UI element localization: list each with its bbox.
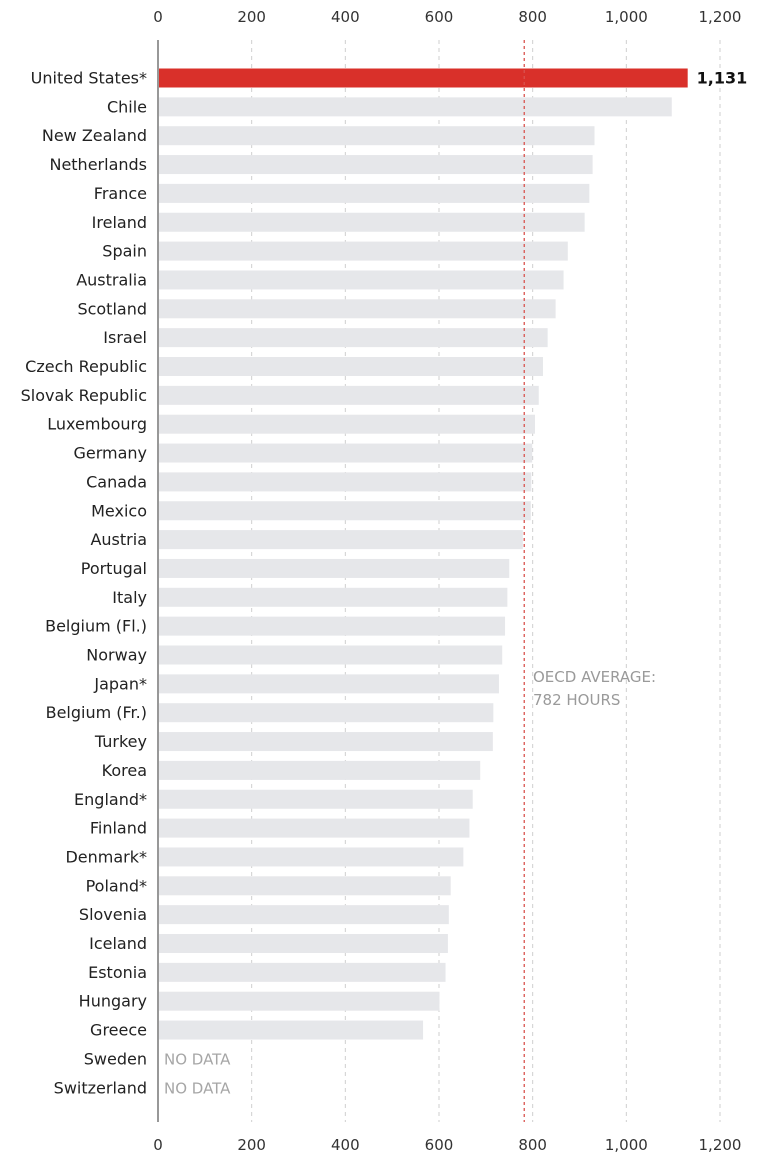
no-data-label: NO DATA [164,1050,231,1068]
bar [159,530,523,550]
oecd-average-label-line2: 782 HOURS [533,691,620,709]
category-label: Italy [112,588,147,607]
x-tick-label-bottom: 1,000 [605,1136,648,1154]
category-label: Israel [103,328,147,347]
bar [159,876,451,896]
no-data-label: NO DATA [164,1079,231,1097]
category-label: Norway [86,646,147,665]
bar [159,674,499,694]
bar [159,241,568,261]
category-label: Portugal [81,559,147,578]
bars: 1,131 NO DATA NO DATA [159,68,748,1097]
category-label: England* [74,790,147,809]
category-label: Luxembourg [47,415,147,434]
category-label: Switzerland [54,1078,147,1097]
x-tick-label-top: 600 [425,8,454,26]
bar [159,443,533,463]
category-label: Estonia [88,963,147,982]
category-label: Mexico [91,501,147,520]
category-label: Spain [102,242,147,261]
x-tick-label-top: 800 [518,8,547,26]
bar [159,155,593,175]
category-label: Iceland [89,934,147,953]
bar [159,616,506,636]
bar [159,962,446,982]
category-label: Chile [107,97,147,116]
bar [159,789,473,809]
bar [159,472,532,492]
category-label: Austria [90,530,147,549]
bar [159,328,548,348]
category-label: Korea [102,761,147,780]
bar [159,299,556,319]
bar [159,357,543,376]
x-tick-label-bottom: 800 [518,1136,547,1154]
category-label: Slovak Republic [21,386,147,405]
category-label: Czech Republic [25,357,147,376]
oecd-average-label-line1: OECD AVERAGE: [533,668,656,686]
category-label: Germany [73,444,147,463]
category-label: New Zealand [42,126,147,145]
category-label: Denmark* [65,847,147,866]
bar [159,905,449,925]
x-tick-label-top: 1,200 [699,8,742,26]
x-tick-label-top: 1,000 [605,8,648,26]
bar [159,760,481,780]
bar [159,501,531,521]
bar [159,847,464,867]
bar [159,818,470,838]
bar [159,587,508,607]
x-tick-label-top: 400 [331,8,360,26]
bar [159,270,564,290]
category-label: Belgium (Fr.) [46,703,147,722]
category-label: Turkey [94,732,147,751]
bar [159,934,448,953]
bar [159,97,672,117]
bar [159,183,590,203]
category-label: Poland* [86,876,147,895]
category-label: Slovenia [79,905,147,924]
bar [159,732,493,752]
category-label: Hungary [79,992,147,1011]
bar [159,126,595,146]
category-label: Japan* [93,674,147,693]
bar [159,212,585,232]
category-label: Scotland [77,299,147,318]
x-tick-label-top: 200 [237,8,266,26]
category-label: United States* [31,69,147,88]
category-label: Canada [86,472,147,491]
bar [159,414,536,434]
top-axis-ticks: 0 200 400 600 800 1,000 1,200 [153,8,741,26]
bar [159,645,503,665]
category-label: Ireland [92,213,147,232]
category-label: Finland [90,819,147,838]
bar-highlight [159,68,688,88]
category-label: Netherlands [49,155,147,174]
x-tick-label-bottom: 200 [237,1136,266,1154]
bar [159,385,539,405]
bar [159,991,440,1011]
x-tick-label-top: 0 [153,8,163,26]
x-tick-label-bottom: 0 [153,1136,163,1154]
x-tick-label-bottom: 400 [331,1136,360,1154]
bar [159,703,494,723]
category-label: Greece [90,1021,147,1040]
bar [159,1020,424,1040]
x-tick-label-bottom: 600 [425,1136,454,1154]
category-label: Sweden [84,1049,147,1068]
bottom-axis-ticks: 0 200 400 600 800 1,000 1,200 [153,1136,741,1154]
category-label: France [94,184,147,203]
highlight-value-label: 1,131 [697,69,748,88]
category-labels: United States* Chile New Zealand Netherland… [21,69,147,1098]
category-label: Australia [76,270,147,289]
bar [159,558,510,578]
category-label: Belgium (Fl.) [45,617,147,636]
x-tick-label-bottom: 1,200 [699,1136,742,1154]
